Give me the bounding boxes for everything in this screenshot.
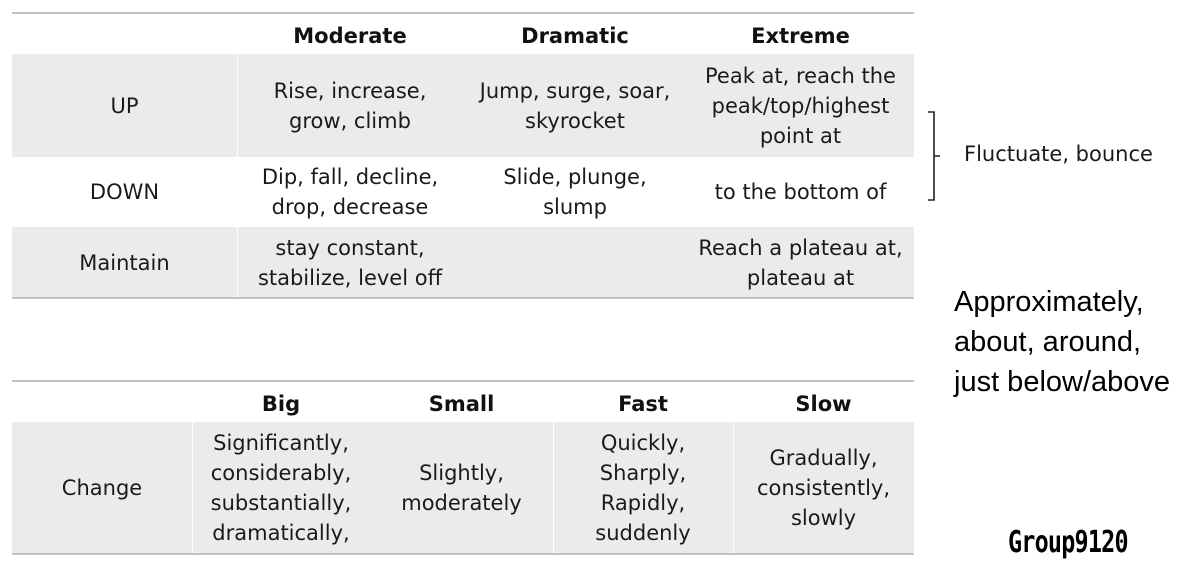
cell-maintain-dramatic xyxy=(463,227,687,298)
row-up-separator xyxy=(237,54,238,157)
fluctuate-note: Fluctuate, bounce xyxy=(964,142,1153,166)
row-label-down: DOWN xyxy=(89,180,160,204)
row-up-background xyxy=(12,54,914,157)
cell-up-extreme: Peak at, reach the peak/top/highest poin… xyxy=(705,63,896,148)
row-label-change: Change xyxy=(61,476,143,500)
header-dramatic: Dramatic xyxy=(521,24,629,48)
header-moderate: Moderate xyxy=(293,24,407,48)
cell-maintain-moderate: stay constant, stabilize, level off xyxy=(257,235,443,290)
change-separator-3 xyxy=(733,422,734,553)
cell-up-moderate: Rise, increase, grow, climb xyxy=(273,78,427,133)
brace-icon xyxy=(928,111,940,201)
row-change-background xyxy=(12,422,914,553)
cell-maintain-extreme: Reach a plateau at, plateau at xyxy=(698,235,903,290)
row-label-up: UP xyxy=(110,93,139,118)
change-separator-1 xyxy=(192,422,193,553)
group-watermark: Group9120 xyxy=(1008,525,1129,560)
cell-down-dramatic: Slide, plunge, slump xyxy=(503,165,647,219)
bottom-table-rule-top xyxy=(12,380,914,382)
change-separator-2 xyxy=(553,422,554,553)
cell-change-small: Slightly, moderately xyxy=(401,461,522,515)
row-label-maintain: Maintain xyxy=(79,250,170,275)
top-table-rule-bottom xyxy=(12,297,914,299)
header-slow: Slow xyxy=(795,392,852,416)
row-maintain-separator xyxy=(237,227,238,298)
cell-down-moderate: Dip, fall, decline, drop, decrease xyxy=(261,165,439,219)
header-small: Small xyxy=(428,392,495,416)
cell-up-dramatic: Jump, surge, soar, skyrocket xyxy=(479,78,671,133)
header-big: Big xyxy=(261,392,301,416)
approximation-words: Approximately, about, around, just below… xyxy=(954,286,1171,398)
cell-change-big: Significantly, considerably, substantial… xyxy=(210,431,352,545)
header-extreme: Extreme xyxy=(751,24,850,48)
row-maintain-background xyxy=(12,227,914,298)
bottom-table-rule-bottom xyxy=(12,553,914,555)
cell-down-extreme: to the bottom of xyxy=(714,180,887,204)
cell-change-slow: Gradually, consistently, slowly xyxy=(756,446,891,530)
top-table-rule-top xyxy=(12,12,914,14)
cell-change-fast: Quickly, Sharply, Rapidly, suddenly xyxy=(595,431,691,545)
header-fast: Fast xyxy=(618,392,668,416)
